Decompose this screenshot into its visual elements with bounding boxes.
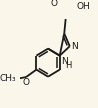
Text: O: O [50, 0, 57, 8]
Text: N: N [61, 57, 68, 66]
Text: H: H [65, 61, 72, 70]
Text: N: N [71, 42, 78, 51]
Text: CH₃: CH₃ [0, 74, 17, 83]
Text: OH: OH [77, 2, 91, 11]
Text: O: O [23, 78, 30, 87]
